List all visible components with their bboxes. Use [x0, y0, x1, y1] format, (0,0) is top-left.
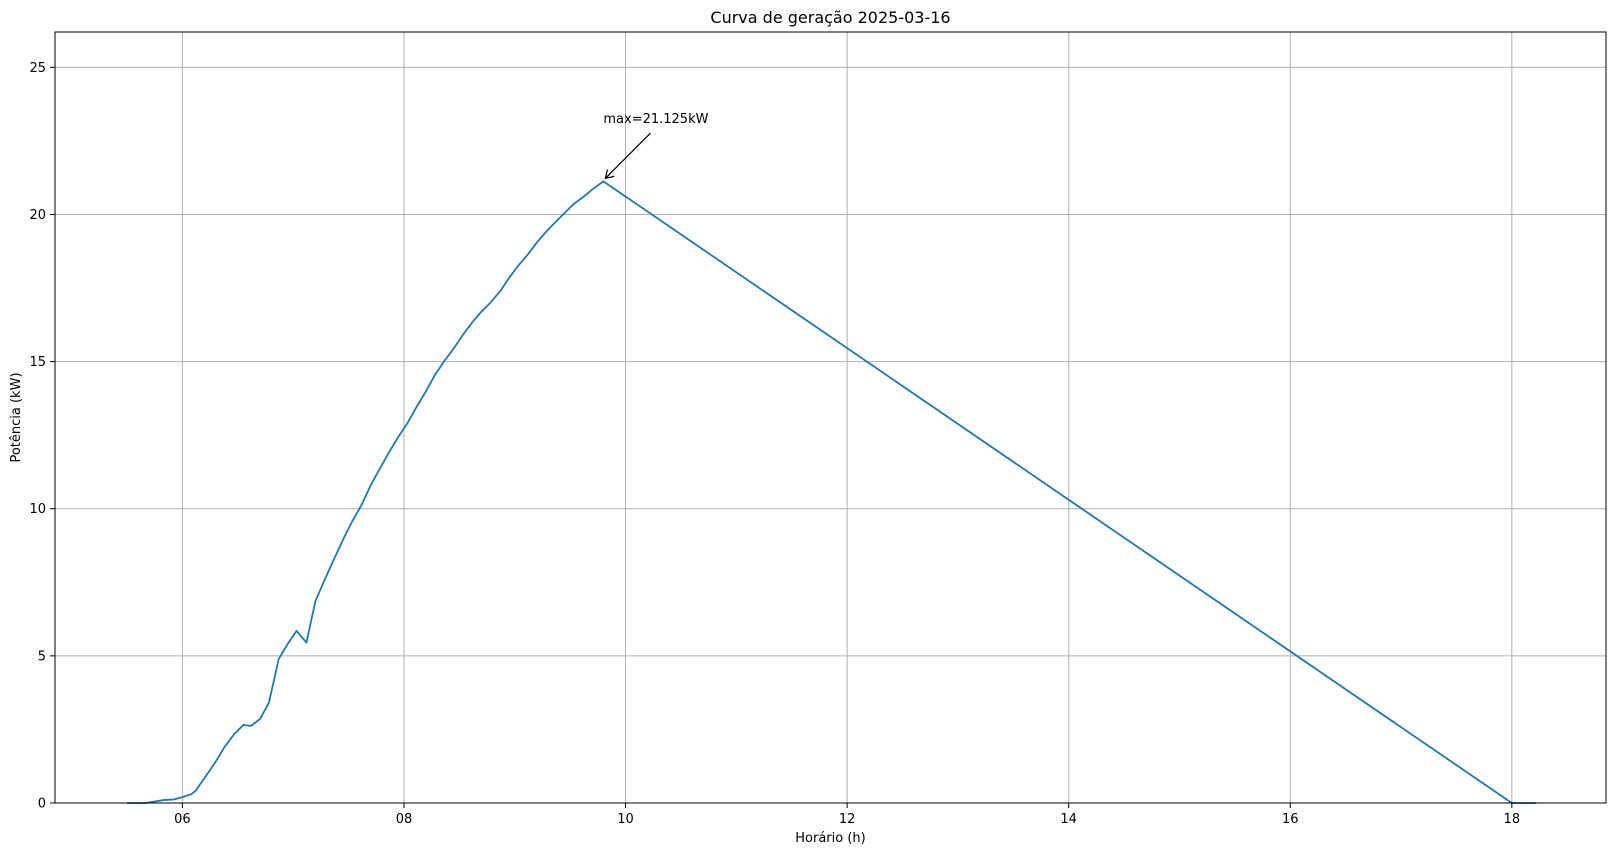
y-tick-label: 0 [38, 797, 46, 812]
y-tick-label: 5 [38, 649, 46, 664]
y-tick-label: 20 [29, 208, 46, 223]
y-tick-label: 10 [29, 502, 46, 517]
x-axis-label: Horário (h) [795, 831, 865, 846]
x-tick-label: 06 [174, 812, 191, 827]
series-layer [127, 180, 1537, 804]
x-tick-label: 14 [1060, 812, 1077, 827]
ticks: 06 08 10 12 14 16 18 0 5 10 15 20 25 [29, 61, 1520, 827]
x-tick-label: 08 [396, 812, 413, 827]
plot-frame [54, 31, 1607, 804]
y-axis-label: Potência (kW) [9, 372, 24, 462]
series-line [127, 180, 1537, 804]
y-tick-label: 15 [29, 355, 46, 370]
annotation-layer: max=21.125kW [603, 112, 709, 178]
x-tick-label: 16 [1282, 812, 1299, 827]
x-tick-label: 12 [839, 812, 856, 827]
annotation-text: max=21.125kW [603, 112, 708, 127]
x-tick-label: 18 [1504, 812, 1521, 827]
x-tick-label: 10 [617, 812, 634, 827]
annotation-arrow [605, 132, 651, 178]
y-tick-label: 25 [29, 61, 46, 76]
chart-title: Curva de geração 2025-03-16 [710, 8, 950, 27]
